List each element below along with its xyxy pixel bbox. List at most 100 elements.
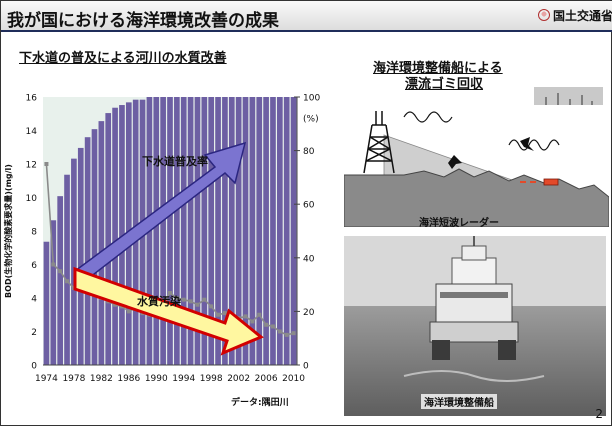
radar-caption: 海洋短波レーダー (419, 218, 499, 229)
y-tick-label: 2 (31, 328, 37, 338)
bar-1990 (153, 97, 160, 365)
organization-label: 国土交通省 (537, 7, 612, 24)
decrease-arrow-icon (73, 266, 264, 356)
x-tick-label: 2002 (227, 374, 250, 384)
point-1986 (126, 309, 131, 314)
bar-1976 (57, 196, 63, 365)
bar-1993 (174, 97, 180, 365)
increase-arrow-icon (73, 141, 247, 282)
data-source-note: データ:隅田川 (231, 398, 289, 408)
bar-1991 (160, 97, 166, 365)
x-tick-label: 1974 (35, 374, 58, 384)
y2-tick-label: 60 (303, 201, 315, 211)
page-number: 2 (595, 407, 603, 421)
y2-tick-label: 20 (303, 308, 315, 318)
ship-caption: 海洋環境整備船 (421, 394, 497, 409)
left-section-title: 下水道の普及による河川の水質改善 (19, 51, 227, 66)
bar-1974 (43, 241, 50, 365)
bar-1980 (84, 137, 91, 365)
bar-1977 (64, 174, 70, 365)
y-tick-label: 10 (26, 194, 38, 204)
point-1994 (181, 297, 186, 302)
x-tick-label: 1998 (200, 374, 223, 384)
bar-2007 (270, 97, 276, 365)
x-tick-label: 2010 (282, 374, 305, 384)
bar-1978 (71, 158, 77, 365)
bar-1999 (215, 97, 221, 365)
bar-2010 (290, 97, 297, 365)
point-1995 (188, 299, 193, 304)
wave-signal-icon (403, 111, 453, 123)
bar-1994 (180, 97, 187, 365)
point-2009 (284, 332, 289, 337)
bar-1992 (167, 97, 173, 365)
x-tick-label: 2006 (255, 374, 278, 384)
point-1999 (216, 312, 221, 317)
bar-1998 (208, 97, 215, 365)
y-tick-label: 14 (26, 127, 38, 137)
y2-tick-label: 40 (303, 254, 315, 264)
y-tick-label: 12 (26, 161, 37, 171)
wave-signal-icon-2 (508, 139, 560, 151)
x-tick-label: 1978 (62, 374, 85, 384)
sewerage-rate-label: 下水道普及率 (142, 154, 208, 168)
point-2006 (264, 322, 269, 327)
point-1998 (209, 304, 214, 309)
ministry-logo-icon (537, 9, 550, 21)
point-2007 (270, 324, 275, 329)
bar-2008 (277, 97, 283, 365)
bar-2001 (228, 97, 235, 365)
x-tick-label: 1994 (172, 374, 195, 384)
y2-unit-label: (%) (303, 114, 319, 124)
y-tick-label: 0 (31, 362, 37, 372)
x-tick-label: 1986 (117, 374, 140, 384)
bar-1996 (194, 97, 201, 365)
y-axis-label: BOD(生物化学的酸素要求量)(mg/l) (3, 164, 13, 298)
right-section-title-line2: 漂流ゴミ回収 (405, 77, 484, 92)
bar-1983 (105, 113, 112, 365)
bar-1979 (77, 147, 84, 365)
bar-1997 (201, 97, 208, 365)
title-bar: 我が国における海洋環境改善の成果 国土交通省 (1, 1, 612, 32)
point-1976 (58, 269, 63, 274)
radar-tower-icon (363, 111, 395, 174)
point-2005 (257, 312, 262, 317)
cleanup-vessel-icon (429, 236, 519, 360)
right-section-title-line1: 海洋環境整備船による (373, 61, 503, 76)
radar-diagram (344, 105, 609, 227)
sea-surface (344, 168, 609, 227)
point-2004 (250, 319, 255, 324)
point-2003 (243, 314, 248, 319)
y-tick-label: 6 (31, 261, 37, 271)
point-1984 (113, 302, 118, 307)
bar-1981 (91, 129, 98, 365)
bar-2000 (222, 97, 228, 365)
bar-1984 (112, 107, 118, 365)
slide-title: 我が国における海洋環境改善の成果 (7, 11, 279, 31)
y2-tick-label: 0 (303, 362, 309, 372)
incoming-arrow-icon (520, 137, 534, 151)
bar-2003 (242, 97, 249, 365)
x-tick-label: 1982 (90, 374, 113, 384)
bar-2004 (249, 97, 256, 365)
point-1975 (51, 262, 56, 267)
point-1996 (195, 302, 200, 307)
y2-tick-label: 100 (303, 94, 320, 104)
x-tick-label: 1990 (145, 374, 168, 384)
point-1997 (202, 297, 207, 302)
bar-2009 (283, 97, 290, 365)
point-1992 (168, 290, 172, 295)
bar-1985 (119, 105, 125, 365)
reflection-arrow-icon (448, 155, 462, 169)
y-tick-label: 8 (31, 228, 37, 238)
point-1993 (174, 296, 179, 300)
bar-1975 (50, 220, 57, 365)
bar-2006 (263, 97, 269, 365)
point-2000 (222, 311, 227, 316)
point-2008 (277, 329, 282, 334)
y2-tick-label: 80 (303, 147, 315, 157)
bar-2005 (256, 97, 263, 365)
organization-name: 国土交通省 (552, 9, 612, 23)
